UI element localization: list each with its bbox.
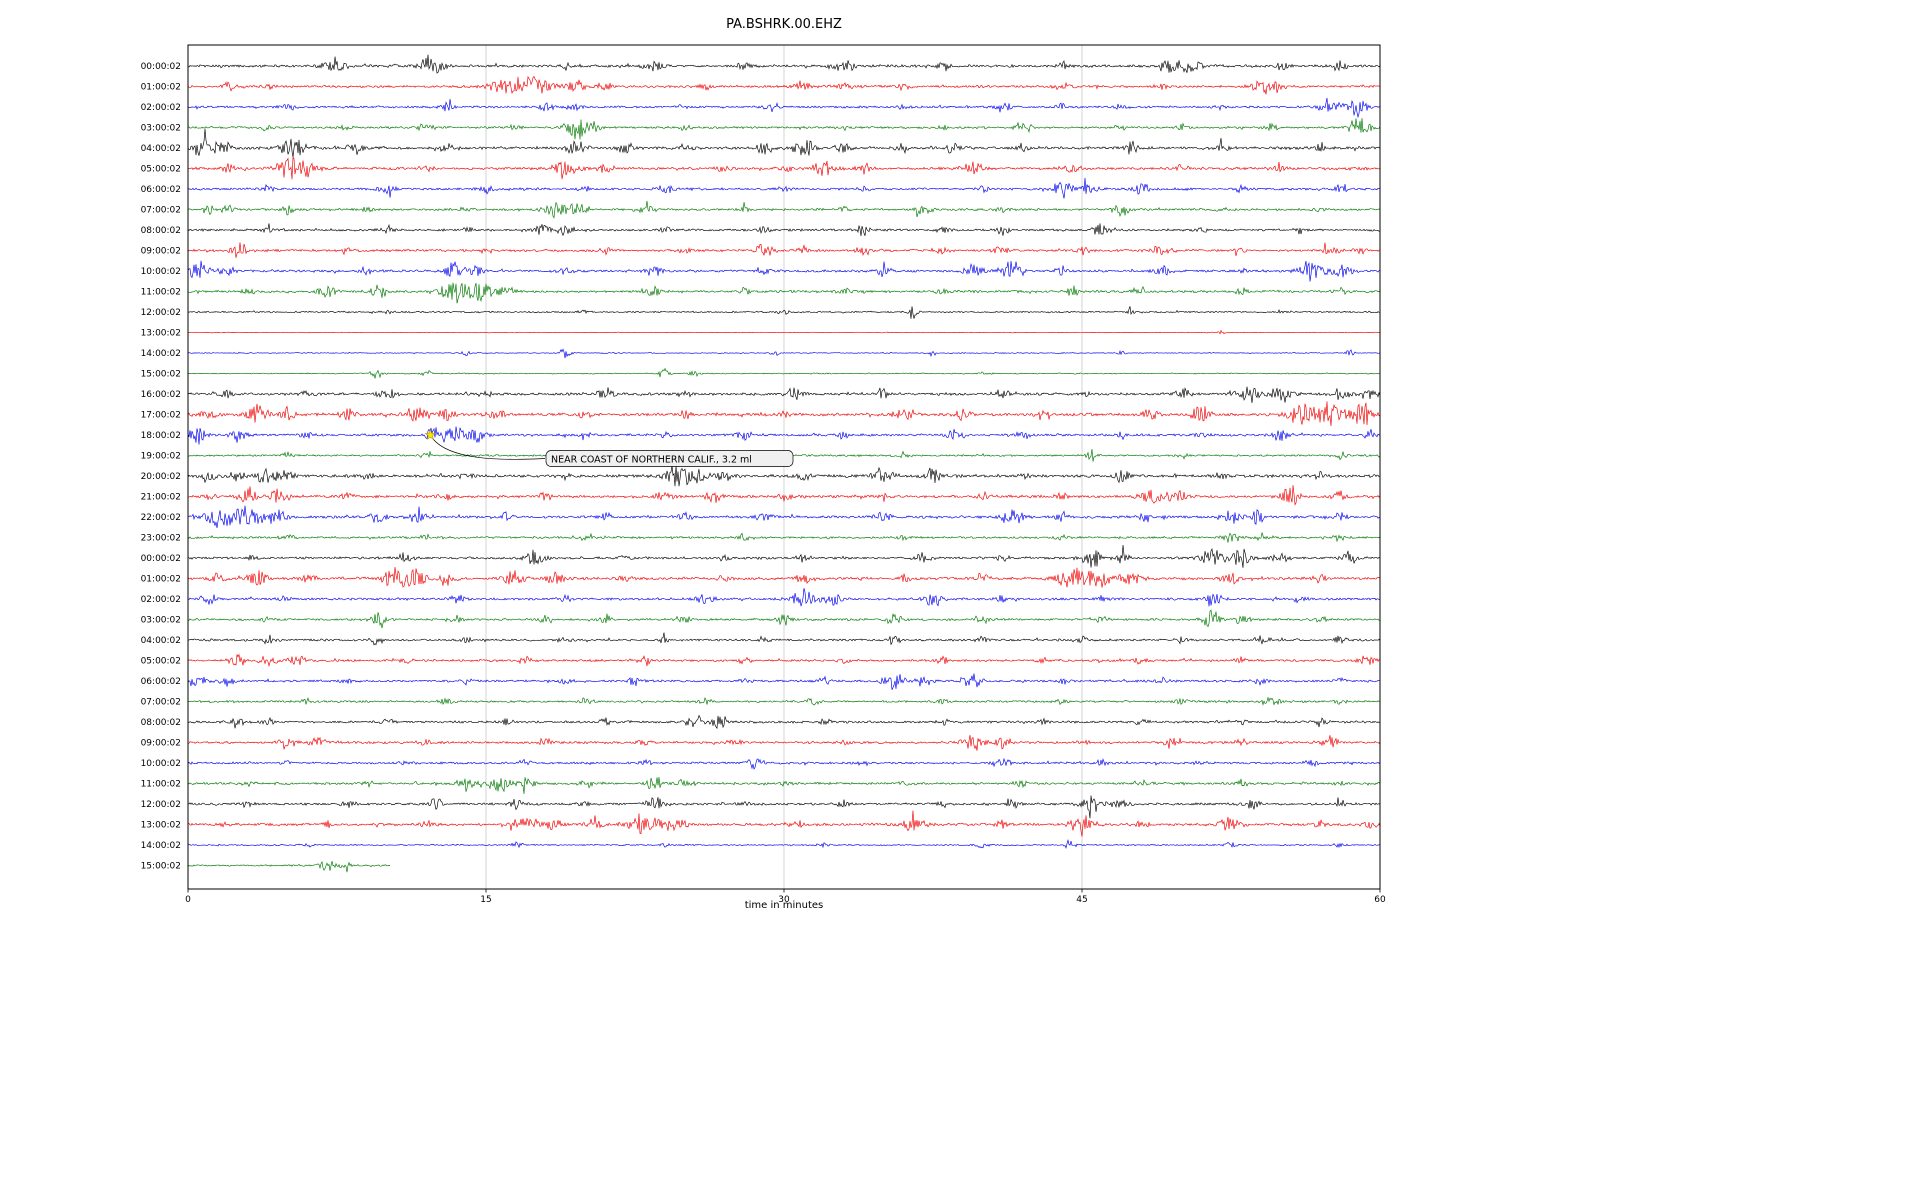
row-time-label: 12:00:02 <box>141 308 181 318</box>
row-time-label: 05:00:02 <box>141 657 181 667</box>
trace-row <box>187 118 1381 140</box>
trace-row <box>187 177 1381 199</box>
row-time-label: 21:00:02 <box>141 493 181 503</box>
trace-row <box>187 156 1381 180</box>
trace-row <box>187 795 1381 819</box>
x-tick-label: 30 <box>778 895 790 905</box>
trace-row <box>187 348 1381 359</box>
row-time-label: 07:00:02 <box>141 206 181 216</box>
trace-row <box>187 588 1381 607</box>
trace-row <box>187 465 1381 487</box>
row-time-label: 14:00:02 <box>141 841 181 851</box>
event-annotation: NEAR COAST OF NORTHERN CALIF., 3.2 ml <box>424 428 794 467</box>
trace-row <box>187 97 1381 119</box>
x-tick-label: 15 <box>480 895 491 905</box>
trace-row <box>187 714 1381 730</box>
row-time-label: 14:00:02 <box>141 349 181 359</box>
annotation-box <box>545 450 794 467</box>
row-time-label: 05:00:02 <box>141 165 181 175</box>
trace-row <box>187 242 1381 258</box>
row-time-label: 04:00:02 <box>141 636 181 646</box>
row-time-label: 09:00:02 <box>141 247 181 257</box>
gridlines <box>485 45 1083 889</box>
x-axis-label: time in minutes <box>745 900 824 911</box>
x-tick-label: 45 <box>1076 895 1087 905</box>
trace-row <box>187 776 1381 794</box>
trace-row <box>187 609 1381 629</box>
row-time-label: 07:00:02 <box>141 698 181 708</box>
row-time-label: 11:00:02 <box>141 288 181 298</box>
row-time-label: 01:00:02 <box>141 575 181 585</box>
trace-row <box>187 839 1381 849</box>
event-star-marker <box>424 428 437 440</box>
row-time-label: 15:00:02 <box>141 370 181 380</box>
trace-rows <box>187 54 1381 873</box>
row-time-label: 09:00:02 <box>141 739 181 749</box>
row-time-label: 19:00:02 <box>141 452 181 462</box>
row-time-label: 04:00:02 <box>141 144 181 154</box>
trace-row <box>187 696 1381 706</box>
row-time-label: 20:00:02 <box>141 472 181 482</box>
trace-row <box>187 653 1381 667</box>
row-time-label: 03:00:02 <box>141 124 181 134</box>
row-time-label: 13:00:02 <box>141 329 181 339</box>
trace-row <box>187 200 1380 219</box>
trace-row <box>187 306 1381 319</box>
row-time-label: 10:00:02 <box>141 267 181 277</box>
row-time-label: 02:00:02 <box>141 103 181 113</box>
x-tick-label: 60 <box>1374 895 1386 905</box>
row-time-label: 10:00:02 <box>141 759 181 769</box>
trace-row <box>187 734 1381 751</box>
trace-row <box>187 386 1381 403</box>
trace-row <box>187 673 1380 690</box>
trace-row <box>188 485 1381 506</box>
row-time-label: 08:00:02 <box>141 226 181 236</box>
plot-title: PA.BSHRK.00.EHZ <box>726 17 842 32</box>
annotation-leader-line <box>432 438 546 460</box>
trace-row <box>187 426 1381 445</box>
trace-row <box>187 367 1381 379</box>
row-time-label: 15:00:02 <box>141 862 181 872</box>
trace-row <box>187 566 1381 588</box>
trace-row <box>187 505 1381 529</box>
row-time-label: 00:00:02 <box>141 554 181 564</box>
row-time-label: 01:00:02 <box>141 83 181 93</box>
trace-row <box>187 54 1381 74</box>
trace-row <box>187 329 1381 335</box>
trace-row <box>187 860 391 873</box>
row-time-label: 12:00:02 <box>141 800 181 810</box>
trace-row <box>187 75 1381 95</box>
trace-row <box>187 632 1381 646</box>
row-time-label: 17:00:02 <box>141 411 181 421</box>
row-time-label: 23:00:02 <box>141 534 181 544</box>
trace-row <box>187 757 1381 770</box>
trace-row <box>187 260 1381 282</box>
row-time-label: 02:00:02 <box>141 595 181 605</box>
annotation-text: NEAR COAST OF NORTHERN CALIF., 3.2 ml <box>551 455 752 466</box>
row-time-label: 06:00:02 <box>141 677 181 687</box>
row-time-label: 06:00:02 <box>141 185 181 195</box>
row-time-label: 22:00:02 <box>141 513 181 523</box>
trace-row <box>187 401 1381 427</box>
trace-row <box>187 223 1381 237</box>
row-time-label: 08:00:02 <box>141 718 181 728</box>
x-tick-label: 0 <box>185 895 191 905</box>
row-time-label: 18:00:02 <box>141 431 181 441</box>
trace-row <box>187 128 1381 158</box>
row-time-labels: 00:00:02 01:00:02 02:00:02 03:00:02 04:00:02… <box>141 62 181 872</box>
x-axis-ticks: 0 15 30 45 60 <box>185 889 1386 905</box>
trace-row <box>187 532 1381 543</box>
trace-row <box>187 544 1381 568</box>
row-time-label: 11:00:02 <box>141 780 181 790</box>
trace-row <box>187 810 1381 837</box>
row-time-label: 03:00:02 <box>141 616 181 626</box>
row-time-label: 13:00:02 <box>141 821 181 831</box>
row-time-label: 16:00:02 <box>141 390 181 400</box>
trace-row <box>187 282 1381 304</box>
row-time-label: 00:00:02 <box>141 62 181 72</box>
